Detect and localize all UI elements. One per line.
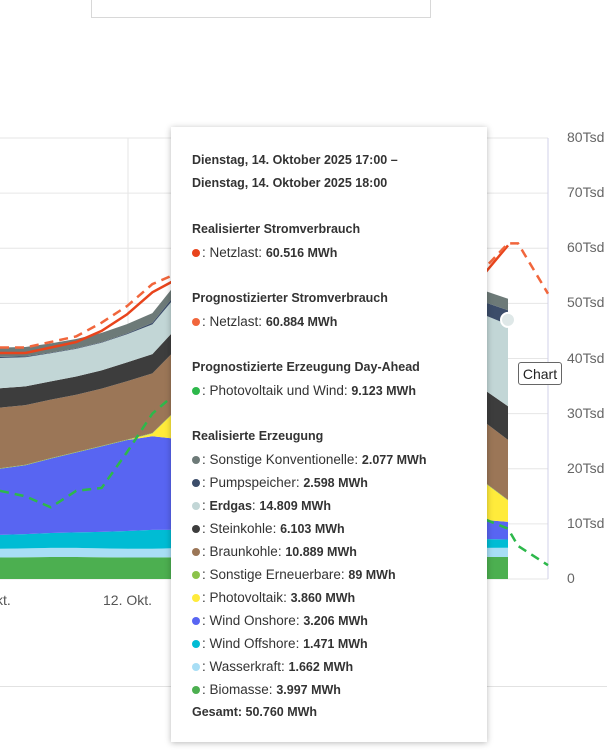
y-tick-label: 60Tsd	[567, 239, 605, 256]
tooltip-section-title: Prognostizierter Stromverbrauch	[192, 291, 388, 305]
legend-dot-icon	[192, 249, 200, 257]
y-tick-label: 80Tsd	[567, 129, 605, 145]
legend-dot-icon	[192, 686, 200, 694]
y-tick-label: 70Tsd	[567, 184, 605, 201]
tooltip-item: : Wind Offshore: 1.471 MWh	[192, 632, 487, 655]
tooltip-item-value: 2.598 MWh	[303, 476, 368, 490]
tooltip-spacer	[192, 333, 487, 356]
tooltip-item-name: Braunkohle	[209, 544, 278, 559]
legend-dot-icon	[192, 456, 200, 464]
tooltip-item-name: Sonstige Erneuerbare	[209, 567, 341, 582]
tooltip-item: : Sonstige Konventionelle: 2.077 MWh	[192, 448, 487, 471]
legend-dot-icon	[192, 318, 200, 326]
y-tick-label: 10Tsd	[567, 514, 605, 531]
tooltip-section-title: Prognostizierte Erzeugung Day-Ahead	[192, 360, 420, 374]
tooltip-item: : Wind Onshore: 3.206 MWh	[192, 609, 487, 632]
tooltip-spacer	[192, 264, 487, 287]
legend-dot-icon	[192, 663, 200, 671]
chart-menu-button[interactable]: Chart	[518, 362, 562, 385]
tooltip-item-value: 3.997 MWh	[276, 683, 341, 697]
tooltip-item-name: Photovoltaik und Wind	[209, 383, 344, 398]
tooltip-item-name: Wasserkraft	[209, 659, 282, 674]
legend-dot-icon	[192, 617, 200, 625]
tooltip-item: : Erdgas: 14.809 MWh	[192, 494, 487, 517]
tooltip-item-name: Erdgas	[209, 499, 252, 513]
tooltip-item: : Sonstige Erneuerbare: 89 MWh	[192, 563, 487, 586]
tooltip-item-value: 2.077 MWh	[361, 453, 427, 467]
tooltip-item-value: 9.123 MWh	[351, 384, 416, 398]
tooltip-item-name: Biomasse	[209, 682, 269, 697]
tooltip-section-title: Realisierter Stromverbrauch	[192, 222, 361, 236]
tooltip-item-name: Steinkohle	[209, 521, 273, 536]
legend-dot-icon	[192, 387, 200, 395]
tooltip-item: : Netzlast: 60.884 MWh	[192, 310, 487, 333]
legend-dot-icon	[192, 571, 200, 579]
tooltip-item-name: Photovoltaik	[209, 590, 284, 605]
hover-point-marker	[500, 311, 516, 328]
tooltip-item-name: Netzlast	[209, 245, 259, 260]
legend-dot-icon	[192, 640, 200, 648]
tooltip-date-start: Dienstag, 14. Oktober 2025 17:00 –	[192, 153, 398, 167]
tooltip-item-value: 6.103 MWh	[280, 522, 345, 536]
legend-dot-icon	[192, 525, 200, 533]
legend-dot-icon	[192, 594, 200, 602]
y-tick-label: 40Tsd	[567, 349, 605, 366]
y-tick-label: 0	[567, 570, 575, 586]
tooltip-total: Gesamt: 50.760 MWh	[192, 705, 318, 719]
tooltip-item-value: 60.884 MWh	[265, 315, 338, 329]
tooltip-item: : Netzlast: 60.516 MWh	[192, 241, 487, 264]
tooltip-item-value: 89 MWh	[348, 568, 396, 582]
tooltip-item-value: 14.809 MWh	[259, 499, 331, 513]
tooltip-item-name: Pumpspeicher	[209, 475, 296, 490]
tooltip-item: : Braunkohle: 10.889 MWh	[192, 540, 487, 563]
legend-dot-icon	[192, 548, 200, 556]
tooltip-item-value: 3.206 MWh	[303, 614, 368, 628]
tooltip-sections: Realisierter Stromverbrauch : Netzlast: 6…	[192, 195, 487, 701]
tooltip-item-name: Wind Offshore	[209, 636, 296, 651]
top-panel-box	[91, 0, 431, 18]
tooltip-section-title: Realisierte Erzeugung	[192, 429, 324, 443]
tooltip-item-value: 1.471 MWh	[303, 637, 368, 651]
tooltip-spacer	[192, 195, 487, 218]
tooltip-item: : Pumpspeicher: 2.598 MWh	[192, 471, 487, 494]
tooltip-item-value: 60.516 MWh	[265, 246, 338, 260]
legend-dot-icon	[192, 479, 200, 487]
legend-dot-icon	[192, 502, 200, 510]
tooltip-item: : Steinkohle: 6.103 MWh	[192, 517, 487, 540]
y-tick-label: 50Tsd	[567, 294, 605, 311]
tooltip-item: : Wasserkraft: 1.662 MWh	[192, 655, 487, 678]
y-tick-label: 30Tsd	[567, 404, 605, 421]
tooltip-item-value: 1.662 MWh	[288, 660, 354, 674]
tooltip-item: : Photovoltaik und Wind: 9.123 MWh	[192, 379, 487, 402]
tooltip-item-name: Netzlast	[209, 314, 259, 329]
chart-tooltip: Dienstag, 14. Oktober 2025 17:00 – Diens…	[171, 127, 487, 742]
tooltip-item-value: 3.860 MWh	[290, 591, 356, 605]
tooltip-spacer	[192, 402, 487, 425]
tooltip-date-end: Dienstag, 14. Oktober 2025 18:00	[192, 176, 388, 190]
tooltip-item-name: Sonstige Konventionelle	[209, 452, 355, 467]
x-tick-label: kt.	[0, 592, 11, 608]
y-tick-label: 20Tsd	[567, 459, 605, 476]
tooltip-item: : Biomasse: 3.997 MWh	[192, 678, 487, 701]
x-tick-label: 12. Okt.	[103, 592, 153, 608]
tooltip-item: : Photovoltaik: 3.860 MWh	[192, 586, 487, 609]
tooltip-item-name: Wind Onshore	[209, 613, 296, 628]
tooltip-item-value: 10.889 MWh	[285, 545, 357, 559]
